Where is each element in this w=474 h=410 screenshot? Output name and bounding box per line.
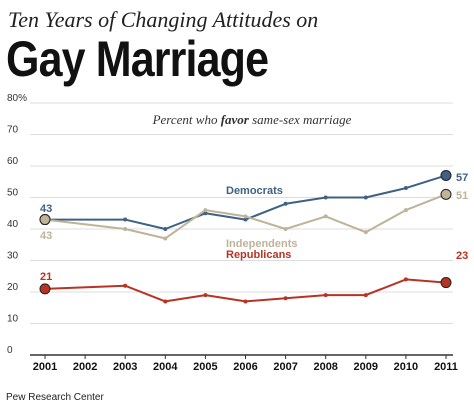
series-line-republicans [44,278,447,303]
subtitle-part-2: same-sex marriage [249,112,352,127]
point-republicans-2004 [163,299,168,304]
y-axis-ticks: 0 10 20 30 40 50 60 70 80% [7,93,27,356]
x-tick-label-2006: 2006 [233,361,257,373]
point-democrats-2005 [203,211,208,216]
subtitle-emphasis: favor [221,112,250,127]
point-independents-2001 [39,214,51,226]
democrats-start-label: 43 [40,203,52,215]
point-independents-2004 [163,236,168,241]
point-independents-2010 [403,208,408,213]
x-tick-label-2008: 2008 [313,361,337,373]
republicans-start-label: 21 [40,271,52,283]
y-tick-label-30: 30 [7,251,19,262]
chart-supertitle: Ten Years of Changing Attitudes on [8,7,319,32]
x-axis: 2001 2002 2003 2004 2005 2006 2007 2008 2009 2010… [30,354,458,373]
subtitle-part-1: Percent who [152,112,221,127]
chart-subtitle: Percent who favor same-sex marriage [152,112,352,127]
point-republicans-2008 [323,293,328,298]
x-tick-label-2007: 2007 [273,361,297,373]
x-tick-label-2004: 2004 [153,361,178,373]
series-labels: Democrats Independents Republicans 43 43… [40,172,468,283]
point-independents-2008 [323,214,328,219]
source-credit: Pew Research Center [6,392,104,403]
point-republicans-2001 [39,283,51,295]
series-line-independents [44,193,447,240]
independents-end-label: 51 [456,190,468,202]
point-republicans-2006 [243,299,248,304]
series-name-independents: Independents [226,238,298,250]
series-name-republicans: Republicans [226,249,291,261]
point-republicans-2007 [283,296,288,301]
chart-title: Gay Marriage [6,31,269,87]
y-tick-label-60: 60 [7,156,19,167]
y-tick-label-70: 70 [7,125,19,136]
point-democrats-2004 [163,227,168,231]
point-democrats-2006 [243,217,248,222]
point-democrats-2010 [403,186,408,191]
gridlines [30,102,453,324]
x-tick-label-2009: 2009 [354,361,378,373]
point-independents-2011 [440,188,452,200]
point-independents-2007 [283,227,288,231]
point-republicans-2005 [203,293,208,298]
y-tick-label-20: 20 [7,282,19,293]
x-tick-label-2005: 2005 [193,361,217,373]
point-democrats-2007 [283,201,288,206]
y-tick-label-50: 50 [7,188,19,199]
x-tick-label-2003: 2003 [113,361,137,373]
point-republicans-2003 [123,283,128,288]
point-democrats-2011 [440,169,452,181]
point-independents-2009 [363,230,368,235]
x-tick-label-2011: 2011 [434,361,458,373]
point-democrats-2008 [323,195,328,200]
y-tick-label-10: 10 [7,314,19,325]
y-tick-label-80: 80% [7,93,27,104]
point-independents-2005 [203,208,208,213]
point-republicans-2010 [403,277,408,282]
point-democrats-2009 [363,195,368,200]
series-name-democrats: Democrats [226,185,283,197]
series-line-democrats [45,174,447,230]
point-republicans-2011 [440,277,452,289]
point-republicans-2009 [363,293,368,298]
republicans-end-label: 23 [456,250,468,262]
point-independents-2003 [123,227,128,231]
point-independents-2006 [243,214,248,219]
x-tick-label-2002: 2002 [73,361,97,373]
x-tick-label-2010: 2010 [394,361,418,373]
y-tick-label-40: 40 [7,219,19,230]
x-tick-label-2001: 2001 [33,361,57,373]
independents-start-label: 43 [40,230,52,242]
y-tick-label-0: 0 [7,345,13,356]
series-lines [39,169,452,304]
democrats-end-label: 57 [456,172,468,184]
point-democrats-2003 [123,217,128,222]
